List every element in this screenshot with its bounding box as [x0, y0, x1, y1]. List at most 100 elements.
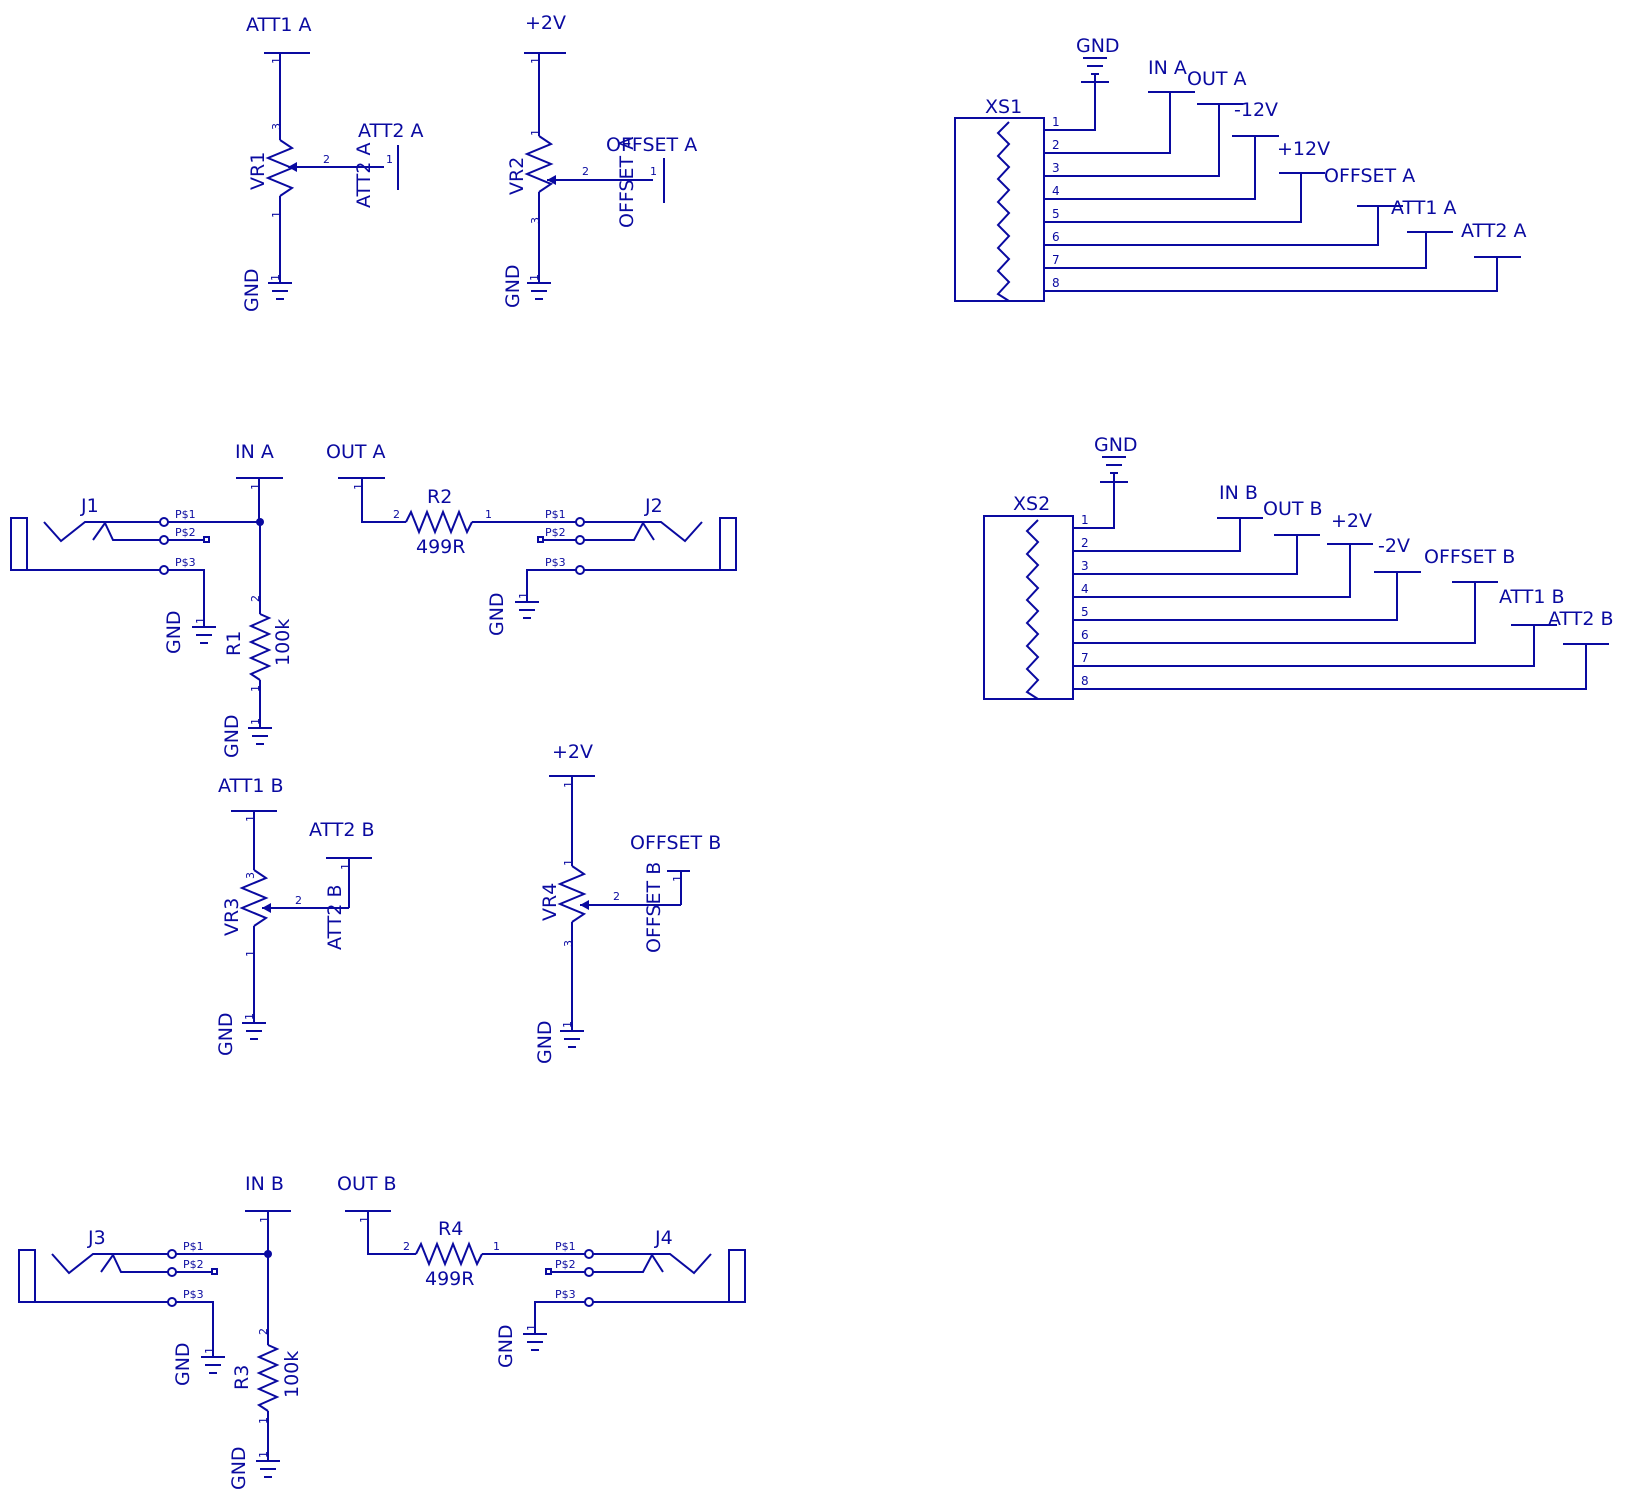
ground-symbol	[248, 727, 272, 745]
offset-b-label-vertical: OFFSET B	[643, 862, 665, 953]
j2-body	[719, 517, 737, 571]
ground-symbol	[523, 1333, 547, 1351]
pin-number: 3	[529, 217, 542, 224]
att1-b-label: ATT1 B	[1499, 586, 1565, 608]
pin-number: 2	[257, 1328, 270, 1335]
in-b-wire	[245, 1210, 291, 1345]
j3-pin-p3	[167, 1297, 177, 1307]
pin-number: 7	[1052, 253, 1060, 267]
xs2-contacts	[1025, 519, 1040, 700]
out-a-label: OUT A	[1187, 68, 1247, 90]
r1-body	[248, 613, 272, 681]
p2v-label: +2V	[1331, 510, 1372, 532]
j4-tip-spring	[593, 1253, 712, 1275]
gnd-label: GND	[534, 1020, 556, 1064]
xs2-ref: XS2	[1013, 493, 1050, 515]
input-a-group: IN A 1 J1 P$1 P$2 P$3 1 GND 2 1 R1 100k …	[10, 441, 294, 758]
p2v-label: +2V	[552, 741, 593, 763]
pin-number: 1	[562, 859, 575, 866]
j2-p2-label: P$2	[545, 526, 566, 539]
xs2-body	[983, 515, 1074, 700]
gnd-label: GND	[163, 610, 185, 654]
r3-ref: R3	[231, 1365, 253, 1390]
j1-p3-wire	[168, 569, 205, 627]
pin-number: 5	[1081, 605, 1089, 619]
pin-number: 1	[257, 1417, 270, 1424]
j3-p3-label: P$3	[183, 1288, 204, 1301]
att1-b-label: ATT1 B	[218, 775, 284, 797]
pin-number: 1	[339, 863, 352, 870]
in-a-wire	[236, 477, 283, 614]
gnd-label: GND	[215, 1012, 237, 1056]
pin-number: 1	[244, 815, 257, 822]
pin-number: 1	[258, 1216, 271, 1223]
pin-number: 1	[561, 1021, 574, 1028]
ground-symbol	[192, 626, 216, 644]
in-b-label: IN B	[245, 1173, 284, 1195]
r1-ref: R1	[223, 631, 245, 656]
att2-a-label: ATT2 A	[358, 120, 424, 142]
r3-body	[256, 1344, 280, 1412]
gnd-label: GND	[1094, 434, 1138, 456]
j3-p2-label: P$2	[183, 1258, 204, 1271]
vr3-wiper	[262, 858, 350, 909]
j3-p3-wire	[176, 1301, 214, 1357]
pin-number: 1	[270, 211, 283, 218]
gnd-label: GND	[486, 592, 508, 636]
xs1-wire-5	[1044, 173, 1302, 223]
pin-number: 8	[1081, 674, 1089, 688]
pin-number: 2	[403, 1240, 410, 1253]
att1-a-label: ATT1 A	[1391, 197, 1457, 219]
xs1-pin-numbers: 1 2 3 4 5 6 7 8	[1052, 115, 1060, 290]
xs1-group: XS1 1 2 3 4 5 6 7 8 GND IN A OUT A -12V …	[954, 35, 1527, 302]
xs2-wire-2	[1073, 518, 1241, 552]
j1-ref: J1	[80, 495, 99, 517]
out-b-wire	[345, 1210, 416, 1255]
pin-number: 1	[194, 617, 207, 624]
pin-number: 1	[203, 1347, 216, 1354]
out-a-wire	[338, 477, 406, 523]
j1-pin-p3	[159, 565, 169, 575]
offset-a-label: OFFSET A	[606, 134, 697, 156]
pin-number: 1	[1081, 513, 1089, 527]
j4-pin-p1	[584, 1249, 594, 1259]
vr2-resistor	[524, 135, 554, 193]
att2-b-label-vertical: ATT2 B	[324, 884, 346, 950]
j4-p3-label: P$3	[555, 1288, 576, 1301]
j3-body	[18, 1249, 36, 1303]
ground-symbol	[515, 601, 539, 619]
pin-number: 1	[269, 274, 282, 281]
j3-p1-label: P$1	[183, 1240, 204, 1253]
m2v-label: -2V	[1378, 535, 1410, 557]
offset-b-label: OFFSET B	[1424, 546, 1515, 568]
xs2-wire-8	[1073, 644, 1587, 690]
vr1-arrow	[288, 162, 297, 172]
j3-ref: J3	[87, 1227, 106, 1249]
r2-ref: R2	[427, 486, 452, 508]
j1-switch	[92, 521, 160, 541]
r4-ref: R4	[438, 1218, 463, 1240]
xs2-wire-6	[1073, 582, 1476, 644]
pin-number: 1	[386, 153, 393, 166]
vr4-arrow	[580, 900, 589, 910]
j3-switch	[100, 1253, 168, 1273]
pin-number: 1	[517, 592, 530, 599]
pin-number: 3	[1081, 559, 1089, 573]
j2-tip-spring	[584, 521, 703, 543]
j4-switch	[593, 1253, 664, 1273]
vr2-ref: VR2	[506, 157, 528, 195]
ground-symbol	[1100, 456, 1128, 483]
gnd-label: GND	[221, 714, 243, 758]
r1-value: 100k	[272, 619, 294, 666]
pin-number: 1	[1052, 115, 1060, 129]
xs2-wire-3	[1073, 535, 1298, 575]
pin-number: 8	[1052, 276, 1060, 290]
vr3-arrow	[262, 903, 271, 913]
pin-number: 5	[1052, 207, 1060, 221]
p2v-label: +2V	[525, 12, 566, 34]
j2-p1-label: P$1	[545, 508, 566, 521]
j2-pin-p2	[575, 535, 585, 545]
pin-number: 1	[270, 57, 283, 64]
j4-body	[728, 1249, 746, 1303]
att2-a-label: ATT2 A	[1461, 220, 1527, 242]
